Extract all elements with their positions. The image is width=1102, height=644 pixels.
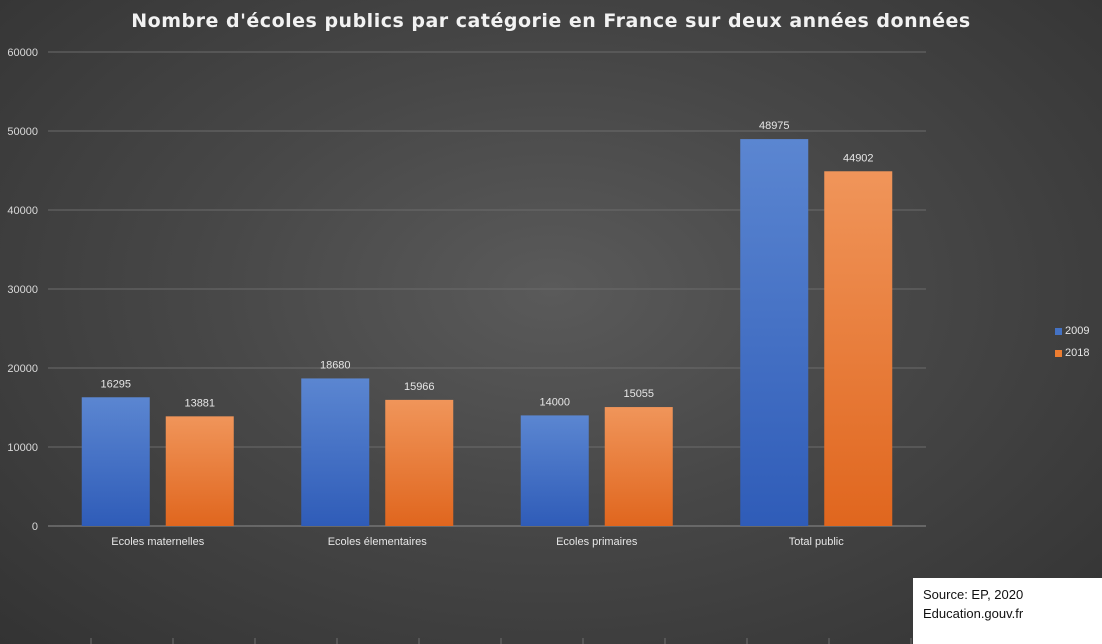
y-tick-label: 0	[32, 521, 38, 533]
chart-title: Nombre d'écoles publics par catégorie en…	[131, 10, 971, 32]
legend-label-2018: 2018	[1065, 347, 1090, 359]
legend-item-2009: 2009	[1055, 320, 1089, 342]
bar-2018-1	[385, 399, 454, 526]
bar-2009-2	[520, 415, 589, 526]
legend-item-2018: 2018	[1055, 342, 1089, 364]
data-label: 16295	[100, 378, 131, 390]
data-label: 18680	[320, 359, 351, 371]
y-tick-label: 10000	[7, 442, 38, 454]
data-label: 44902	[843, 152, 874, 164]
bar-2018-3	[824, 171, 893, 526]
data-label: 14000	[539, 396, 570, 408]
source-line-2: Education.gouv.fr	[923, 606, 1024, 621]
y-tick-label: 50000	[7, 126, 38, 138]
source-line-1: Source: EP, 2020	[923, 587, 1024, 602]
x-tick-label: Ecoles primaires	[556, 536, 638, 548]
source-box: Source: EP, 2020 Education.gouv.fr	[913, 578, 1102, 644]
legend-label-2009: 2009	[1065, 325, 1090, 337]
bar-2009-1	[301, 378, 370, 526]
labels: 0 10000 20000 30000 40000 50000 60000 16295 1388…	[7, 47, 873, 548]
y-tick-label: 30000	[7, 284, 38, 296]
legend-swatch-2009	[1055, 327, 1062, 335]
data-label: 15055	[623, 388, 654, 400]
data-label: 15966	[404, 381, 435, 393]
x-tick-label: Ecoles maternelles	[111, 536, 204, 548]
data-label: 48975	[759, 120, 790, 132]
y-tick-label: 40000	[7, 205, 38, 217]
x-tick-label: Ecoles élementaires	[328, 536, 428, 548]
data-label: 13881	[184, 397, 215, 409]
bars	[81, 139, 893, 526]
bar-2009-3	[740, 139, 809, 526]
x-tick-label: Total public	[789, 536, 845, 548]
y-tick-label: 60000	[7, 47, 38, 59]
legend-swatch-2018	[1055, 349, 1062, 357]
bar-2018-0	[165, 416, 234, 526]
bar-2009-0	[81, 397, 150, 526]
bar-2018-2	[604, 407, 673, 526]
y-tick-label: 20000	[7, 363, 38, 375]
legend: 2009 2018	[1055, 320, 1089, 364]
